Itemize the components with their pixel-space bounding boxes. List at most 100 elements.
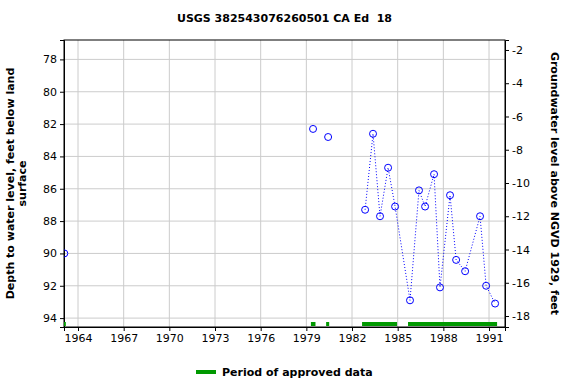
tick-mark [124, 327, 125, 331]
tick-label: -8 [512, 144, 523, 157]
tick: -14 [505, 244, 530, 257]
data-point [362, 206, 369, 213]
tick-mark [60, 92, 64, 93]
data-point [477, 213, 484, 220]
tick: -2 [505, 44, 523, 57]
tick: 92 [43, 280, 64, 293]
tick-mark [505, 50, 509, 51]
tick: -6 [505, 111, 523, 124]
y2-axis: -18 -16 -14 -12 -10 -8 -6 -4 -2 [505, 41, 530, 328]
grid-line [64, 188, 505, 189]
tick-label: -2 [512, 44, 523, 57]
grid-line [64, 318, 505, 319]
tick-label: 1982 [339, 332, 367, 345]
tick: 82 [43, 118, 64, 131]
data-point [447, 192, 454, 199]
data-point [462, 268, 469, 275]
legend: Period of approved data [196, 366, 373, 379]
tick-mark [60, 156, 64, 157]
data-point [64, 250, 68, 257]
tick-label: 1964 [65, 332, 93, 345]
y2-axis-title: Groundwater level above NGVD 1929, feet [548, 52, 561, 315]
tick-label: -4 [512, 77, 523, 90]
tick-label: -6 [512, 111, 523, 124]
tick-label: 88 [43, 215, 57, 228]
data-point [415, 187, 422, 194]
tick: 1988 [430, 327, 458, 345]
data-point [483, 282, 490, 289]
tick-label: 1991 [476, 332, 504, 345]
tick: 84 [43, 150, 64, 163]
tick-mark [78, 327, 79, 331]
tick: 1973 [202, 327, 230, 345]
plot-frame [64, 40, 505, 327]
data-point [436, 284, 443, 291]
y-axis-title: surface [16, 161, 29, 207]
tick-label: 1988 [430, 332, 458, 345]
x-axis: 1964196719701973197619791982198519881991 [65, 327, 506, 345]
tick-mark [306, 327, 307, 331]
tick-mark [443, 327, 444, 331]
plot-area [64, 125, 499, 326]
grid-line [397, 40, 398, 327]
tick-label: 90 [43, 247, 57, 260]
data-point [392, 203, 399, 210]
tick-label: -16 [512, 277, 530, 290]
grid-line [123, 40, 124, 327]
tick-mark [505, 116, 509, 117]
approved-period [408, 322, 497, 326]
series-line [64, 129, 495, 304]
tick-label: -12 [512, 210, 530, 223]
chart: 1964196719701973197619791982198519881991… [0, 0, 576, 384]
data-point [453, 256, 460, 263]
tick: 80 [43, 86, 64, 99]
title: USGS 382543076260501 CA Ed 18 [177, 12, 392, 25]
tick-label: -10 [512, 177, 530, 190]
data-point [377, 213, 384, 220]
tick-mark [60, 59, 64, 60]
tick-label: 94 [43, 312, 57, 325]
grid-line [215, 40, 216, 327]
approved-period [362, 322, 397, 326]
tick-mark [505, 83, 509, 84]
tick-mark [505, 150, 509, 151]
tick: 1976 [247, 327, 275, 345]
tick: 86 [43, 183, 64, 196]
tick-mark [489, 327, 490, 331]
approved-period [311, 322, 316, 326]
data-point [492, 300, 499, 307]
legend-label: Period of approved data [222, 366, 373, 379]
grid-line [64, 59, 505, 60]
tick: -8 [505, 144, 523, 157]
tick-label: -14 [512, 244, 530, 257]
axis-line [60, 41, 65, 328]
y-axis: 788082848688909294 [43, 41, 65, 328]
grid-line [443, 40, 444, 327]
grid [64, 40, 505, 327]
grid-line [78, 40, 79, 327]
axis-line [506, 41, 510, 328]
data-point [385, 164, 392, 171]
data-point [422, 203, 429, 210]
grid-line [64, 91, 505, 92]
tick-mark [505, 250, 509, 251]
tick-label: 84 [43, 150, 57, 163]
grid-line [64, 253, 505, 254]
axis-line [65, 328, 506, 332]
tick-mark [215, 327, 216, 331]
tick-mark [60, 189, 64, 190]
grid-line [64, 285, 505, 286]
tick: -10 [505, 177, 530, 190]
tick-mark [60, 253, 64, 254]
tick-mark [60, 286, 64, 287]
grid-line [352, 40, 353, 327]
tick: 1979 [293, 327, 321, 345]
data-point [325, 134, 332, 141]
tick-mark [505, 216, 509, 217]
approved-period [326, 322, 329, 326]
tick-label: 92 [43, 280, 57, 293]
tick: 1970 [156, 327, 184, 345]
tick-label: -18 [512, 310, 530, 323]
tick-mark [352, 327, 353, 331]
tick: -4 [505, 77, 523, 90]
